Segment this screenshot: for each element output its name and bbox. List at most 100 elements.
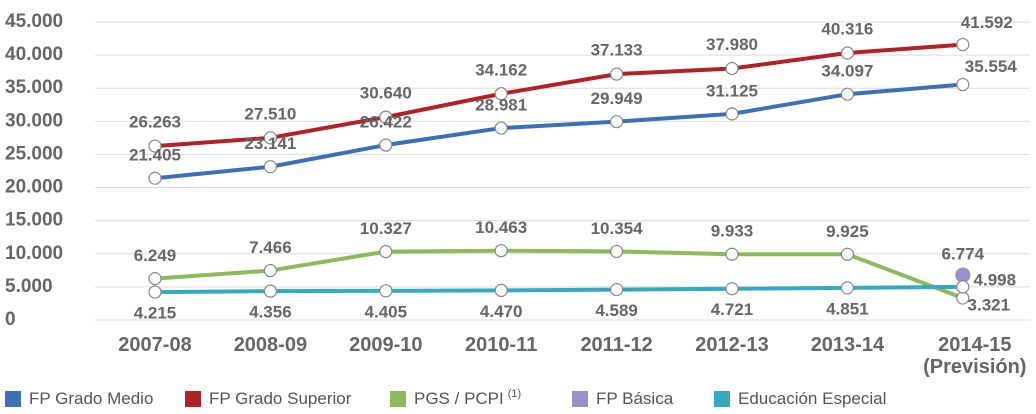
- x-tick-label: 2010-11: [465, 334, 538, 356]
- legend-label: FP Básica: [596, 389, 674, 408]
- data-point: [263, 160, 277, 174]
- legend-name: FP Grado Superior: [209, 389, 352, 408]
- data-point: [725, 282, 739, 296]
- y-tick-label: 15.000: [5, 210, 63, 231]
- legend-swatch: [714, 391, 730, 407]
- data-point: [840, 87, 855, 101]
- legend-label: FP Grado Superior: [209, 389, 352, 408]
- legend-label: Educación Especial: [738, 389, 886, 408]
- series-line: [154, 42, 963, 149]
- data-label: 30.640: [360, 84, 412, 103]
- data-point: [263, 284, 277, 298]
- labels: 21.405 23.141 26.422 28.981 29.949 31.125 34.0…: [129, 13, 1017, 323]
- series-line: [154, 82, 963, 181]
- data-point: [840, 281, 855, 295]
- data-label: 27.510: [244, 104, 296, 123]
- data-point: [725, 61, 739, 76]
- data-label: 4.721: [711, 300, 754, 319]
- y-tick-label: 35.000: [5, 77, 63, 98]
- data-point: [148, 272, 162, 286]
- data-point: [955, 267, 971, 283]
- lines: [154, 42, 964, 300]
- y-tick-label: 5.000: [5, 276, 53, 297]
- data-label: 4.998: [974, 270, 1017, 289]
- legend-name: PGS / PCPI: [414, 389, 504, 408]
- data-label: 6.774: [942, 245, 985, 264]
- legend-swatch: [5, 391, 21, 407]
- data-label: 10.327: [360, 219, 412, 238]
- y-tick-label: 0: [5, 309, 16, 330]
- series-line: [154, 248, 964, 300]
- data-point: [494, 283, 508, 297]
- data-point: [609, 244, 624, 259]
- legend-swatch: [572, 391, 588, 407]
- data-label: 26.263: [129, 113, 181, 132]
- data-point: [956, 77, 970, 92]
- data-label: 21.405: [129, 146, 181, 165]
- legend-label: PGS / PCPI (1): [414, 388, 521, 409]
- data-point: [840, 46, 855, 60]
- data-point: [609, 283, 624, 297]
- x-tick-label: 2007-08: [118, 334, 192, 356]
- data-label: 4.851: [826, 299, 869, 318]
- legend-name: Educación Especial: [738, 389, 886, 408]
- data-label: 4.470: [480, 302, 523, 321]
- data-label: 41.592: [961, 13, 1013, 32]
- x-tick-label: 2009-10: [349, 334, 423, 356]
- data-point: [263, 131, 277, 145]
- y-tick-label: 25.000: [5, 143, 63, 164]
- legend-superscript: (1): [508, 388, 521, 400]
- data-label: 9.925: [826, 222, 869, 241]
- data-label: 29.949: [591, 89, 643, 108]
- data-point: [725, 107, 739, 121]
- y-tick-label: 10.000: [5, 243, 63, 264]
- data-point: [725, 247, 739, 261]
- y-tick-label: 40.000: [5, 44, 63, 65]
- data-point: [840, 247, 855, 261]
- data-point: [148, 285, 162, 299]
- y-tick-label: 30.000: [5, 110, 63, 131]
- data-point: [379, 138, 393, 152]
- data-label: 37.133: [591, 41, 643, 60]
- y-tick-label: 20.000: [5, 177, 63, 198]
- data-label: 10.354: [591, 219, 644, 238]
- data-label: 37.980: [706, 35, 758, 54]
- data-label: 4.356: [249, 303, 292, 322]
- data-label: 31.125: [706, 81, 758, 100]
- data-point: [379, 245, 393, 259]
- data-point: [609, 115, 624, 129]
- data-label: 3.321: [968, 295, 1011, 314]
- legend-swatch: [185, 391, 201, 407]
- data-point: [148, 171, 162, 185]
- data-label: 23.141: [244, 134, 296, 153]
- data-point: [956, 280, 970, 294]
- data-label: 10.463: [475, 218, 527, 237]
- data-point: [609, 67, 624, 81]
- data-label: 34.097: [821, 62, 873, 81]
- data-label: 34.162: [475, 60, 527, 79]
- data-label: 9.933: [711, 222, 754, 241]
- series-line: [154, 284, 963, 295]
- x-tick-label: 2011-12: [580, 334, 653, 356]
- data-label: 26.422: [360, 113, 412, 132]
- data-point: [263, 263, 277, 278]
- data-label: 35.554: [965, 57, 1018, 76]
- data-point: [494, 87, 508, 101]
- data-point: [379, 284, 393, 298]
- x-tick-label: 2008-09: [233, 334, 308, 356]
- data-point: [148, 139, 162, 153]
- data-label: 4.589: [595, 301, 638, 320]
- x-tick-label: 2012-13: [695, 334, 769, 356]
- x-tick-label: 2013-14: [810, 334, 885, 356]
- data-label: 7.466: [249, 238, 292, 257]
- legend-label: FP Grado Medio: [29, 389, 153, 408]
- data-point: [494, 244, 508, 258]
- data-label: 4.405: [365, 302, 408, 321]
- data-label: 40.316: [821, 20, 873, 39]
- data-label: 28.981: [475, 96, 527, 115]
- x-tick-label: 2014-15 (Previsión): [923, 334, 1027, 378]
- data-point: [494, 121, 508, 135]
- data-point: [956, 37, 970, 52]
